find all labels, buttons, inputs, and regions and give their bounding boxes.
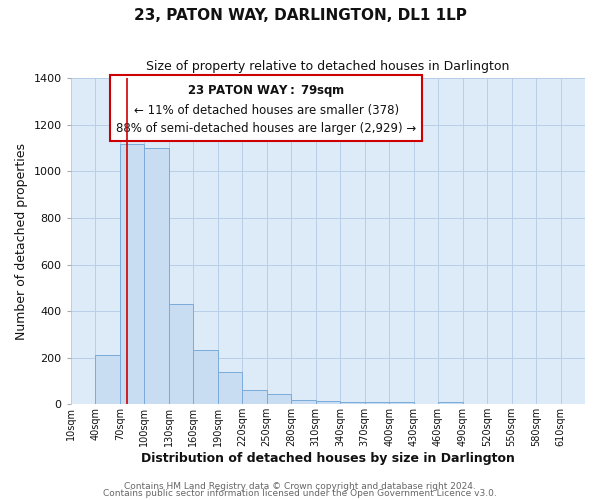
Bar bbox=[291, 400, 316, 404]
Bar bbox=[266, 394, 291, 404]
Title: Size of property relative to detached houses in Darlington: Size of property relative to detached ho… bbox=[146, 60, 509, 73]
Bar bbox=[119, 144, 144, 404]
Bar bbox=[218, 372, 242, 404]
Bar bbox=[193, 350, 218, 405]
Bar bbox=[144, 148, 169, 405]
Text: $\mathbf{23\ PATON\ WAY:\ 79sqm}$
← 11% of detached houses are smaller (378)
88%: $\mathbf{23\ PATON\ WAY:\ 79sqm}$ ← 11% … bbox=[116, 83, 416, 135]
Bar bbox=[340, 402, 365, 404]
Bar bbox=[242, 390, 266, 404]
X-axis label: Distribution of detached houses by size in Darlington: Distribution of detached houses by size … bbox=[141, 452, 515, 465]
Bar bbox=[316, 401, 340, 404]
Bar bbox=[365, 402, 389, 404]
Bar bbox=[438, 402, 463, 404]
Bar bbox=[389, 402, 413, 404]
Text: 23, PATON WAY, DARLINGTON, DL1 1LP: 23, PATON WAY, DARLINGTON, DL1 1LP bbox=[134, 8, 466, 22]
Text: Contains HM Land Registry data © Crown copyright and database right 2024.: Contains HM Land Registry data © Crown c… bbox=[124, 482, 476, 491]
Bar bbox=[169, 304, 193, 404]
Y-axis label: Number of detached properties: Number of detached properties bbox=[15, 143, 28, 340]
Bar bbox=[95, 356, 119, 405]
Text: Contains public sector information licensed under the Open Government Licence v3: Contains public sector information licen… bbox=[103, 490, 497, 498]
